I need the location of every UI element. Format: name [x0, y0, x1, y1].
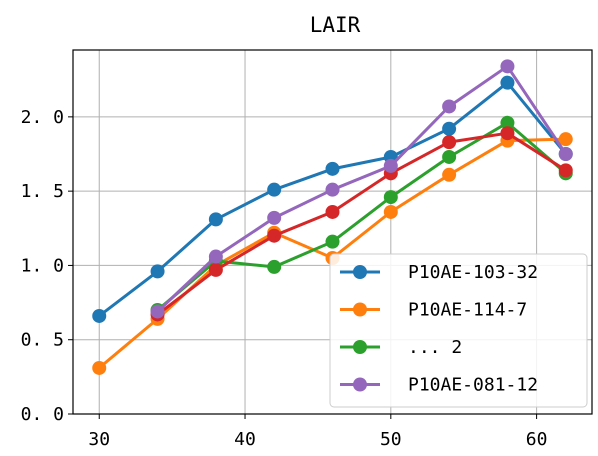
data-point [267, 259, 282, 274]
y-tick-label: 1. 5 [21, 181, 64, 202]
legend-label: P10AE-114-7 [408, 300, 527, 321]
data-point [267, 210, 282, 225]
data-point [267, 182, 282, 197]
legend-marker [353, 302, 367, 317]
data-point [558, 132, 573, 147]
x-tick-label: 40 [234, 429, 256, 450]
data-point [325, 204, 340, 219]
y-tick-label: 0. 5 [21, 330, 64, 351]
data-point [500, 75, 515, 90]
axis-ticks: 30 40 50 60 0. 0 0. 5 1. 0 1. 5 2. 0 [21, 107, 548, 450]
data-point [383, 190, 398, 205]
legend-entry: ... 2 [340, 337, 462, 358]
data-point [558, 163, 573, 178]
data-point [500, 59, 515, 74]
data-point [442, 99, 457, 114]
series-layer [92, 59, 573, 375]
legend-marker [353, 340, 367, 354]
y-tick-label: 1. 0 [21, 255, 64, 276]
legend-label: P10AE-103-32 [408, 262, 538, 283]
data-point [442, 149, 457, 164]
data-point [558, 147, 573, 161]
data-point [442, 167, 457, 182]
series-line [156, 131, 567, 316]
legend-entry: P10AE-114-7 [340, 300, 527, 321]
legend-label: P10AE-081-12 [408, 375, 538, 396]
series-5 [150, 59, 573, 319]
legend-label: ... 2 [408, 337, 462, 358]
series-4 [150, 126, 573, 322]
y-tick-label: 2. 0 [21, 107, 64, 128]
data-point [208, 262, 223, 277]
legend-entry: P10AE-103-32 [340, 262, 538, 283]
legend-marker [353, 265, 367, 279]
data-point [267, 228, 282, 243]
legend-marker [353, 377, 367, 392]
legend-entry: P10AE-081-12 [340, 375, 538, 396]
data-point [500, 115, 515, 130]
data-point [208, 212, 223, 227]
legend-box [329, 253, 588, 408]
data-point [442, 135, 457, 150]
legend: P10AE-103-32 P10AE-114-7 ... 2 P10AE-081-12 [329, 253, 588, 408]
series-line [156, 121, 567, 312]
data-point [442, 121, 457, 136]
data-point [383, 204, 398, 219]
data-point [325, 234, 340, 249]
x-tick-label: 60 [526, 429, 548, 450]
data-point [92, 360, 107, 375]
data-point [208, 249, 223, 264]
y-tick-label: 0. 0 [21, 404, 64, 425]
data-point [92, 308, 107, 323]
plot-frame [72, 49, 593, 415]
data-point [150, 264, 165, 279]
data-point [325, 161, 340, 176]
series-line [156, 64, 568, 313]
chart-title: LAIR [310, 13, 361, 37]
data-point [500, 126, 515, 141]
x-tick-label: 50 [380, 429, 402, 450]
x-tick-label: 30 [88, 429, 110, 450]
data-point [325, 182, 340, 197]
data-point [150, 304, 165, 319]
data-point [383, 158, 398, 173]
